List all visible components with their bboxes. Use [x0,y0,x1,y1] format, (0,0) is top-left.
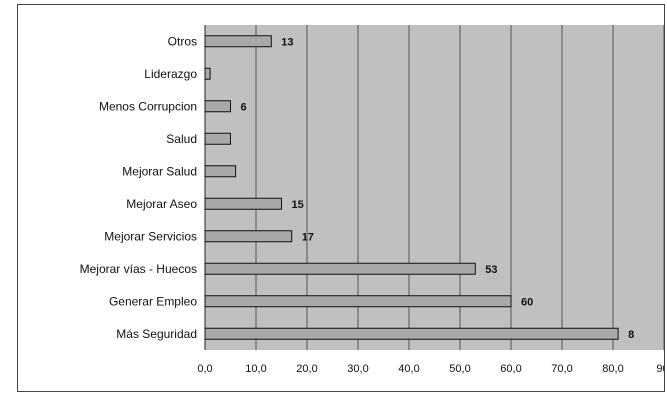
x-axis-ticks: 0,0 10,0 20,0 30,0 40,0 50,0 60,0 70,0 80,0 90, [197,363,664,375]
bar [204,327,619,340]
bar [204,132,231,145]
bar [204,197,282,210]
category-labels: Otros Liderazgo Menos Corrupcion Salud Mejor… [80,34,198,341]
x-tick-label: 40,0 [398,363,419,375]
data-label: 6 [241,101,247,113]
data-label: 8 [628,329,634,341]
bar [204,67,211,80]
category-label: Otros [168,34,197,48]
data-label: 15 [292,199,304,211]
data-label: 13 [281,36,293,48]
x-tick-label: 60,0 [500,363,521,375]
x-tick-label: 80,0 [602,363,623,375]
category-label: Salud [166,132,197,146]
category-label: Generar Empleo [109,294,197,308]
bar [204,262,476,275]
category-label: Mejorar vías - Huecos [80,262,197,276]
bar [204,230,293,243]
category-label: Más Seguridad [116,327,197,341]
category-label: Mejorar Aseo [126,197,197,211]
bar [204,35,272,48]
x-tick-label: 70,0 [551,363,572,375]
x-tick-label: 20,0 [296,363,317,375]
data-label: 17 [302,231,314,243]
category-label: Menos Corrupcion [99,99,197,113]
bar [204,100,231,113]
chart-frame: Otros Liderazgo Menos Corrupcion Salud Mejor… [17,4,665,392]
data-label: 60 [521,296,533,308]
x-tick-label: 0,0 [197,363,212,375]
x-tick-label: 10,0 [245,363,266,375]
bar [204,165,237,178]
category-label: Mejorar Salud [122,164,197,178]
data-label: 53 [485,264,497,276]
x-tick-label: 90, [656,363,664,375]
category-label: Mejorar Servicios [104,229,197,243]
bar-chart: Otros Liderazgo Menos Corrupcion Salud Mejor… [80,25,664,375]
bar [204,295,512,308]
category-label: Liderazgo [144,67,197,81]
data-labels: 13 6 15 17 53 60 8 [241,36,635,341]
x-tick-label: 30,0 [347,363,368,375]
bars [204,35,619,340]
x-tick-label: 50,0 [449,363,470,375]
